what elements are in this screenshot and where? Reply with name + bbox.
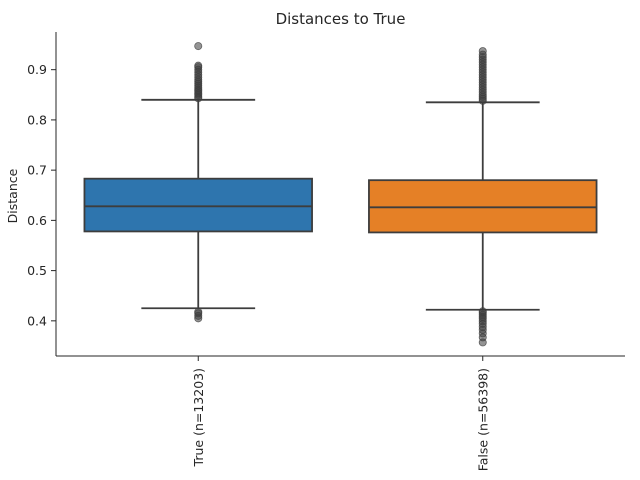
outlier-point [194,61,203,70]
x-tick-label: False (n=56398) [475,368,490,471]
box-iqr [368,179,598,234]
box-group [83,42,313,323]
y-tick-label: 0.4 [27,313,47,328]
y-tick-label: 0.8 [27,112,47,127]
y-axis-label: Distance [5,168,20,223]
outlier-point [194,307,203,316]
chart-title: Distances to True [276,10,406,28]
outlier-point [194,42,203,51]
box-iqr [83,177,313,233]
x-ticks: True (n=13203) False (n=56398) [191,356,490,471]
y-tick-label: 0.5 [27,263,47,278]
x-tick-label: True (n=13203) [191,368,206,467]
y-ticks: 0.4 0.5 0.6 0.7 0.8 0.9 [27,62,56,328]
y-tick-label: 0.9 [27,62,47,77]
plot-area [83,42,598,347]
outlier-point [478,47,487,56]
box-group [368,47,598,347]
y-tick-label: 0.7 [27,163,47,178]
outlier-point [478,307,487,316]
y-tick-label: 0.6 [27,213,47,228]
